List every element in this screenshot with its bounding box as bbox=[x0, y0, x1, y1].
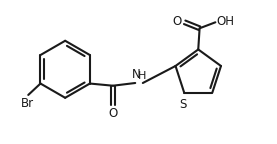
Text: O: O bbox=[108, 107, 117, 120]
Text: Br: Br bbox=[20, 97, 34, 110]
Text: O: O bbox=[173, 15, 182, 28]
Text: S: S bbox=[179, 98, 186, 111]
Text: N: N bbox=[131, 68, 140, 81]
Text: H: H bbox=[138, 71, 146, 81]
Text: OH: OH bbox=[216, 15, 234, 28]
